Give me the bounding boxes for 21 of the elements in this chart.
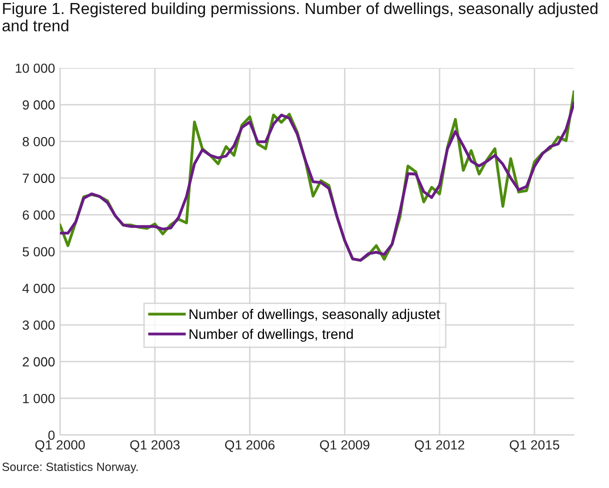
legend-label: Number of dwellings, seasonally adjustet [190,308,440,322]
x-tick-label: Q1 2012 [414,440,464,452]
y-tick-label: 0 [48,430,55,440]
y-tick-label: 9 000 [22,100,55,110]
x-tick-label: Q1 2000 [35,440,85,452]
y-tick-label: 2 000 [22,357,55,367]
chart-title: Figure 1. Registered building permissions. Number of dwellings, seasonally adjusted and trend [2,2,598,32]
legend-label: Number of dwellings, trend [190,328,353,342]
x-tick-label: Q1 2009 [320,440,370,452]
x-tick-label: Q1 2003 [130,440,180,452]
source-note: Source: Statistics Norway. [2,462,138,474]
y-tick-label: 3 000 [22,320,55,330]
y-tick-label: 7 000 [22,174,55,184]
y-tick-label: 10 000 [16,64,55,73]
y-tick-label: 4 000 [22,284,55,294]
y-tick-label: 1 000 [23,394,55,404]
y-tick-label: 5 000 [22,247,55,256]
y-tick-label: 8 000 [22,136,55,146]
x-tick-label: Q1 2006 [225,440,275,452]
x-tick-label: Q1 2015 [510,440,560,452]
y-tick-label: 6 000 [22,210,55,220]
